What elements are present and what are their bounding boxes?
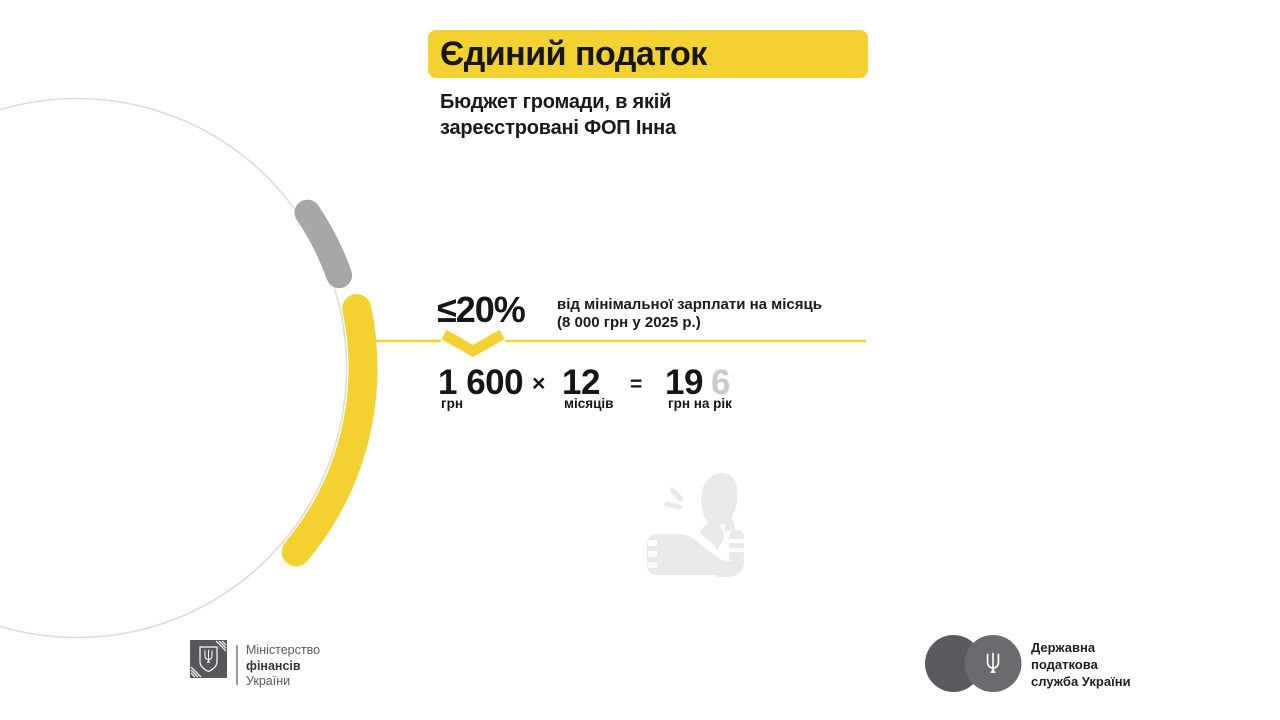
months-count: 12: [562, 363, 600, 402]
other-share-arc: [294, 199, 353, 289]
ministry-label-line-3: України: [246, 674, 291, 688]
tax-rate-value: ≤20%: [437, 289, 526, 330]
chevron-down-icon: [441, 329, 505, 358]
hand-squeezing-money-bag-icon: [647, 473, 745, 577]
yearly-result-typed: 19: [665, 363, 703, 402]
tax-rate-description-line-1: від мінімальної зарплати на місяць: [557, 296, 822, 313]
tax-service-label-line-2: податкова: [1031, 657, 1098, 672]
yearly-result-pending-digit: 6: [710, 363, 730, 402]
monthly-amount-unit: грн: [441, 396, 464, 411]
subtitle-line-2: зареєстровані ФОП Інна: [440, 117, 676, 139]
ring-circle-outline: [0, 97, 348, 639]
ministry-label: Міністерство фінансів України: [246, 643, 320, 690]
shield-outline: [199, 646, 218, 673]
tax-rate-description-line-2: (8 000 грн у 2025 р.): [557, 314, 701, 331]
tax-rate-description: від мінімальної зарплати на місяць (8 00…: [557, 296, 822, 332]
logo-divider: [236, 645, 238, 685]
monthly-amount: 1 600: [438, 363, 524, 402]
subtitle: Бюджет громади, в якій зареєстровані ФОП…: [440, 89, 676, 141]
months-unit: місяців: [564, 396, 614, 411]
equals-sign: =: [630, 373, 643, 396]
tax-service-label: Державна податкова служба України: [1031, 639, 1131, 690]
tax-service-logo-circles: [925, 635, 1022, 692]
yearly-result: 19 6: [665, 365, 730, 400]
ministry-label-line-2: фінансів: [246, 658, 301, 673]
tax-service-label-line-1: Державна: [1031, 640, 1096, 655]
subtitle-line-1: Бюджет громади, в якій: [440, 91, 672, 113]
ministry-label-line-1: Міністерство: [246, 643, 321, 657]
title-badge: Єдиний податок: [428, 30, 868, 78]
ministry-emblem: [190, 640, 227, 678]
page-title: Єдиний податок: [440, 34, 707, 73]
multiply-sign: ×: [532, 370, 546, 396]
tax-service-label-line-3: служба України: [1031, 674, 1131, 689]
yearly-result-unit: грн на рік: [668, 396, 732, 411]
tax-share-arc: [281, 294, 378, 567]
